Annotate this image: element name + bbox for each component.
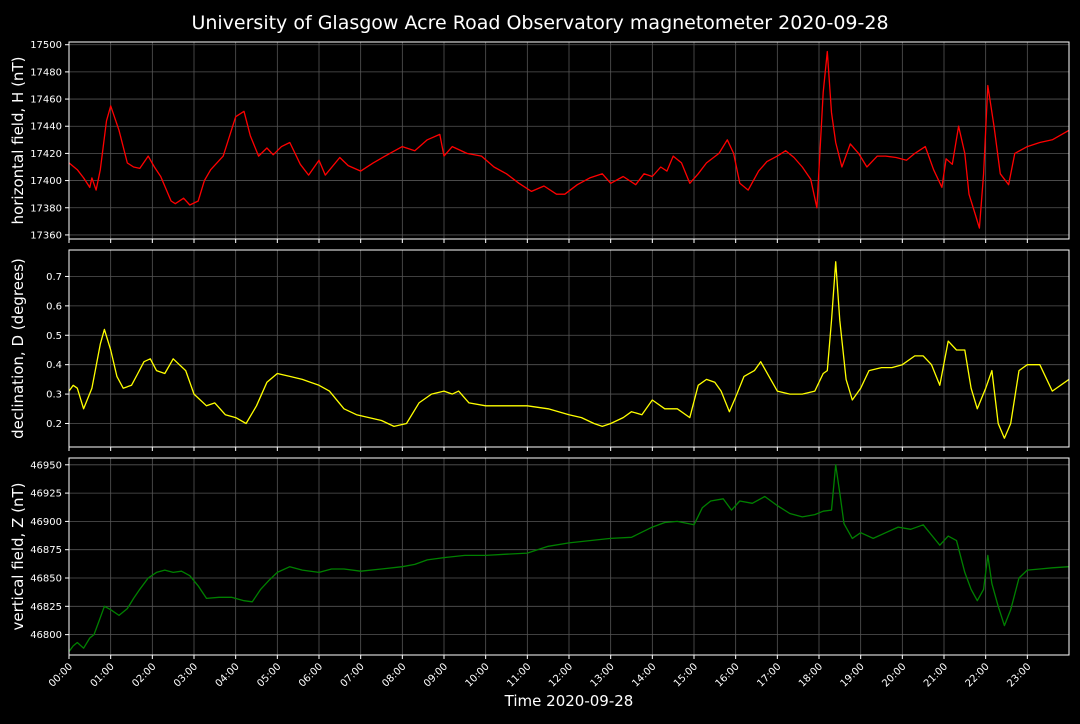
x-tick-label: 10:00 [464, 661, 492, 689]
x-tick-label: 16:00 [714, 661, 742, 689]
declination-y-axis-label: declination, D (degrees) [9, 258, 27, 439]
x-tick-label: 06:00 [297, 661, 325, 689]
x-tick-label: 20:00 [880, 661, 908, 689]
horizontal-field-ytick-label: 17420 [30, 149, 62, 160]
x-tick-label: 11:00 [505, 661, 533, 689]
horizontal-field-ytick-label: 17400 [30, 176, 62, 187]
x-axis-label: Time 2020-09-28 [504, 692, 634, 710]
x-tick-label: 15:00 [672, 661, 700, 689]
vertical-field-ytick-label: 46950 [30, 460, 62, 471]
horizontal-field-panel: 17360 17380 17400 17420 17440 17460 17480 17500… [9, 40, 1070, 243]
declination-ytick-label: 0.2 [46, 419, 62, 430]
declination-ytick-label: 0.3 [46, 390, 62, 401]
vertical-field-frame [68, 457, 1070, 656]
horizontal-field-y-axis-label: horizontal field, H (nT) [9, 57, 27, 225]
vertical-field-ytick-label: 46825 [30, 602, 62, 613]
vertical-field-ytick-label: 46875 [30, 545, 62, 556]
horizontal-field-ytick-label: 17480 [30, 67, 62, 78]
declination-series-line [68, 261, 1070, 439]
declination-panel: 0.2 0.3 0.4 0.5 0.6 0.7 declination, D (degree… [9, 249, 1070, 451]
vertical-field-series-line [68, 464, 1070, 652]
horizontal-field-ytick-label: 17440 [30, 122, 62, 133]
horizontal-field-ytick-label: 17380 [30, 203, 62, 214]
x-tick-label: 05:00 [255, 661, 283, 689]
x-tick-label: 13:00 [589, 661, 617, 689]
x-tick-label: 07:00 [339, 661, 367, 689]
x-tick-label: 14:00 [630, 661, 658, 689]
horizontal-field-ytick-label: 17360 [30, 230, 62, 241]
x-tick-label: 01:00 [89, 661, 117, 689]
declination-frame [68, 249, 1070, 448]
declination-ytick-label: 0.4 [46, 360, 62, 371]
declination-ytick-label: 0.5 [46, 331, 62, 342]
vertical-field-ytick-label: 46800 [30, 630, 62, 641]
horizontal-field-ytick-label: 17460 [30, 95, 62, 106]
vertical-field-ytick-label: 46900 [30, 517, 62, 528]
x-tick-label: 09:00 [422, 661, 450, 689]
x-tick-label: 19:00 [839, 661, 867, 689]
declination-ytick-label: 0.6 [46, 301, 62, 312]
x-tick-label: 21:00 [922, 661, 950, 689]
figure-title: University of Glasgow Acre Road Observat… [191, 12, 888, 34]
x-tick-label: 18:00 [797, 661, 825, 689]
x-tick-label: 17:00 [755, 661, 783, 689]
declination-ytick-label: 0.7 [46, 272, 62, 283]
x-tick-label: 08:00 [380, 661, 408, 689]
horizontal-field-frame [68, 41, 1070, 240]
horizontal-field-ytick-label: 17500 [30, 40, 62, 51]
vertical-field-ytick-label: 46925 [30, 489, 62, 500]
x-tick-label: 02:00 [130, 661, 158, 689]
x-tick-label: 23:00 [1005, 661, 1033, 689]
x-tick-label: 04:00 [214, 661, 242, 689]
horizontal-field-series-line [68, 50, 1070, 229]
x-tick-label: 22:00 [964, 661, 992, 689]
vertical-field-y-axis-label: vertical field, Z (nT) [9, 482, 27, 630]
x-tick-label: 00:00 [47, 661, 75, 689]
x-tick-label: 12:00 [547, 661, 575, 689]
vertical-field-ytick-label: 46850 [30, 574, 62, 585]
vertical-field-panel: 46800 46825 46850 46875 46900 46925 46950verti… [9, 457, 1070, 659]
x-tick-label: 03:00 [172, 661, 200, 689]
